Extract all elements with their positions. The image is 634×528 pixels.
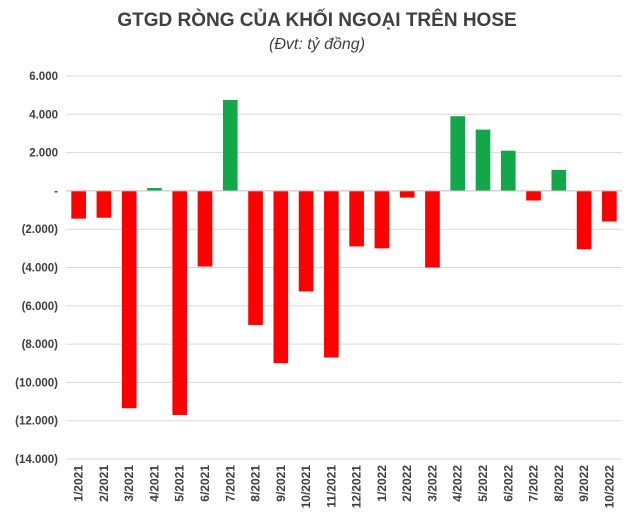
bar: [298, 190, 314, 292]
bar: [576, 190, 592, 250]
y-tick-label: (10.000): [15, 377, 58, 389]
bar: [425, 190, 440, 268]
bar: [222, 99, 238, 191]
y-tick-label: 6.000: [29, 71, 58, 83]
chart-subtitle: (Đvt: tỷ đồng): [268, 36, 366, 53]
x-tick-label: 11/2021: [324, 465, 338, 508]
bar: [248, 190, 263, 325]
x-tick-label: 9/2021: [274, 465, 288, 502]
x-tick-label: 3/2022: [425, 465, 439, 502]
y-tick-label: (12.000): [15, 416, 58, 428]
bar: [475, 129, 491, 191]
x-tick-label: 10/2021: [299, 465, 313, 509]
bar: [602, 190, 617, 222]
y-tick-label: 4.000: [29, 109, 58, 121]
bar: [551, 169, 567, 191]
bar: [121, 190, 137, 409]
bar: [172, 190, 188, 415]
y-tick-label: -: [54, 186, 58, 198]
bar: [71, 190, 86, 219]
x-tick-label: 1/2021: [72, 465, 86, 502]
y-tick-label: (8.000): [22, 339, 59, 351]
y-tick-label: (6.000): [22, 301, 59, 313]
x-tick-label: 2/2022: [400, 465, 414, 502]
bar: [197, 190, 213, 267]
bar: [500, 150, 516, 191]
bar: [399, 190, 415, 198]
bar: [324, 190, 339, 358]
x-tick-label: 10/2022: [602, 465, 616, 509]
x-tick-label: 6/2022: [501, 465, 515, 502]
x-tick-label: 1/2022: [375, 465, 389, 502]
y-tick-label: (4.000): [22, 263, 59, 275]
bar: [349, 190, 364, 247]
x-tick-label: 9/2022: [577, 465, 591, 502]
x-tick-label: 2/2021: [97, 465, 111, 502]
y-tick-label: (14.000): [15, 454, 58, 466]
x-tick-label: 5/2021: [173, 465, 187, 502]
bar: [147, 188, 162, 191]
bar: [96, 190, 112, 218]
bar: [273, 190, 289, 364]
x-tick-label: 7/2022: [527, 465, 541, 502]
y-tick-label: 2.000: [29, 148, 58, 160]
x-tick-label: 7/2021: [223, 465, 237, 502]
bar: [450, 116, 466, 191]
x-tick-label: 5/2022: [476, 465, 490, 502]
bar: [526, 190, 541, 201]
y-tick-label: (2.000): [22, 224, 59, 236]
chart-title: GTGD RÒNG CỦA KHỐI NGOẠI TRÊN HOSE: [117, 10, 517, 31]
x-tick-label: 8/2022: [552, 465, 566, 502]
x-tick-label: 6/2021: [198, 465, 212, 502]
x-tick-label: 4/2022: [451, 465, 465, 502]
bar: [374, 190, 390, 249]
x-tick-label: 4/2021: [147, 465, 161, 502]
x-tick-label: 8/2021: [249, 465, 263, 502]
x-tick-label: 12/2021: [350, 465, 364, 509]
x-tick-label: 3/2021: [122, 465, 136, 502]
